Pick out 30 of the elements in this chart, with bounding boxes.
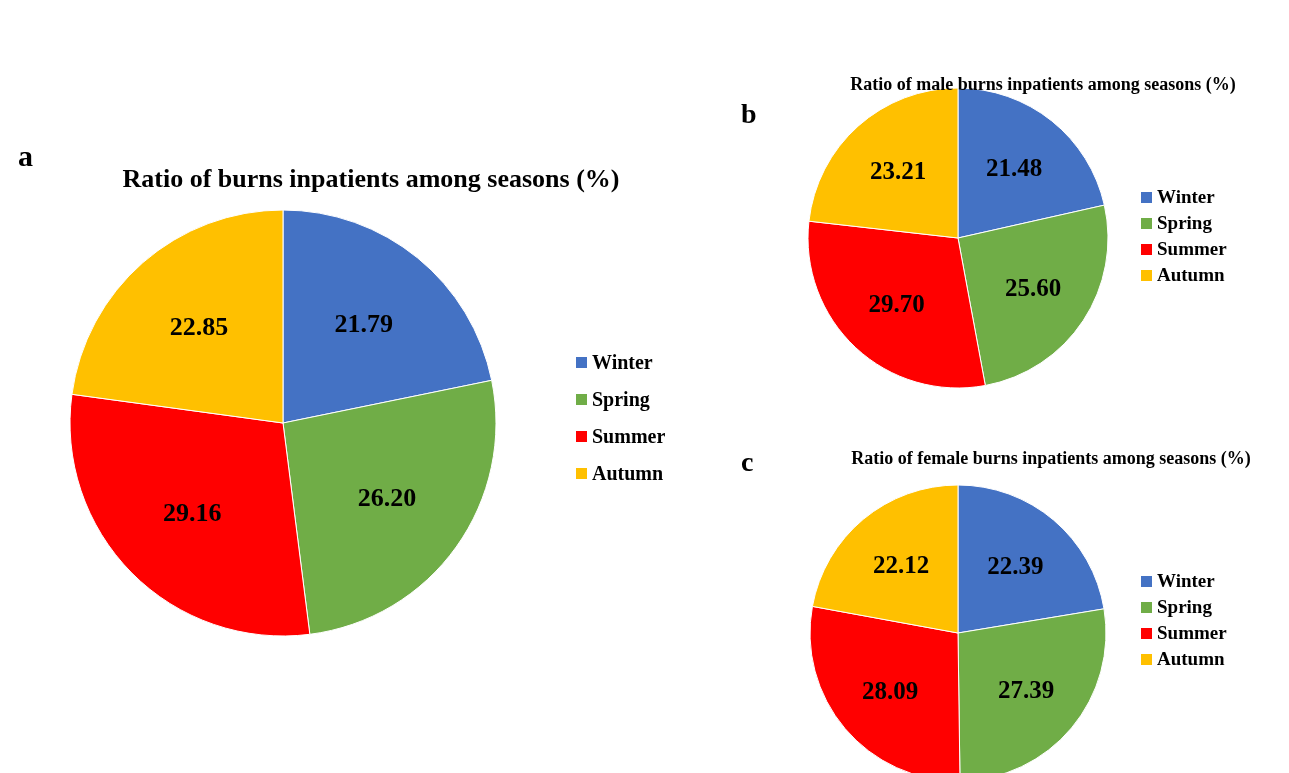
legend-label: Summer	[1157, 622, 1227, 644]
text: b	[741, 98, 757, 129]
legend-label: Summer	[1157, 238, 1227, 260]
data-label: 22.85	[169, 312, 229, 342]
legend-label: Autumn	[1157, 648, 1225, 670]
text: a	[18, 139, 33, 172]
data-label: 29.70	[868, 290, 925, 318]
legend-label: Winter	[1157, 570, 1215, 592]
legend-label: Winter	[1157, 186, 1215, 208]
data-label: 26.20	[357, 482, 417, 512]
legend-label: Spring	[1157, 596, 1212, 618]
data-label: 28.09	[862, 676, 919, 704]
data-label: 21.79	[334, 309, 394, 339]
legend-label: Autumn	[1157, 264, 1225, 286]
chart-title: Ratio of burns inpatients among seasons (%)	[121, 163, 621, 195]
data-label: 25.60	[1004, 274, 1062, 302]
data-label: 21.48	[986, 154, 1043, 182]
legend-label: Spring	[1157, 212, 1212, 234]
legend-label: Winter	[592, 351, 653, 374]
data-label: 29.16	[162, 498, 222, 528]
legend-label: Autumn	[592, 462, 664, 485]
legend-label: Spring	[592, 388, 650, 411]
data-label: 22.39	[987, 551, 1044, 579]
chart-title: Ratio of female burns inpatients among seasons (%)	[851, 448, 1251, 468]
chart-title: Ratio of male burns inpatients among seasons (%)	[849, 74, 1237, 96]
data-label: 23.21	[869, 157, 927, 185]
legend-label: Summer	[592, 425, 666, 448]
data-label: 27.39	[997, 676, 1055, 704]
data-label: 22.12	[873, 551, 930, 579]
text: c	[741, 446, 754, 477]
